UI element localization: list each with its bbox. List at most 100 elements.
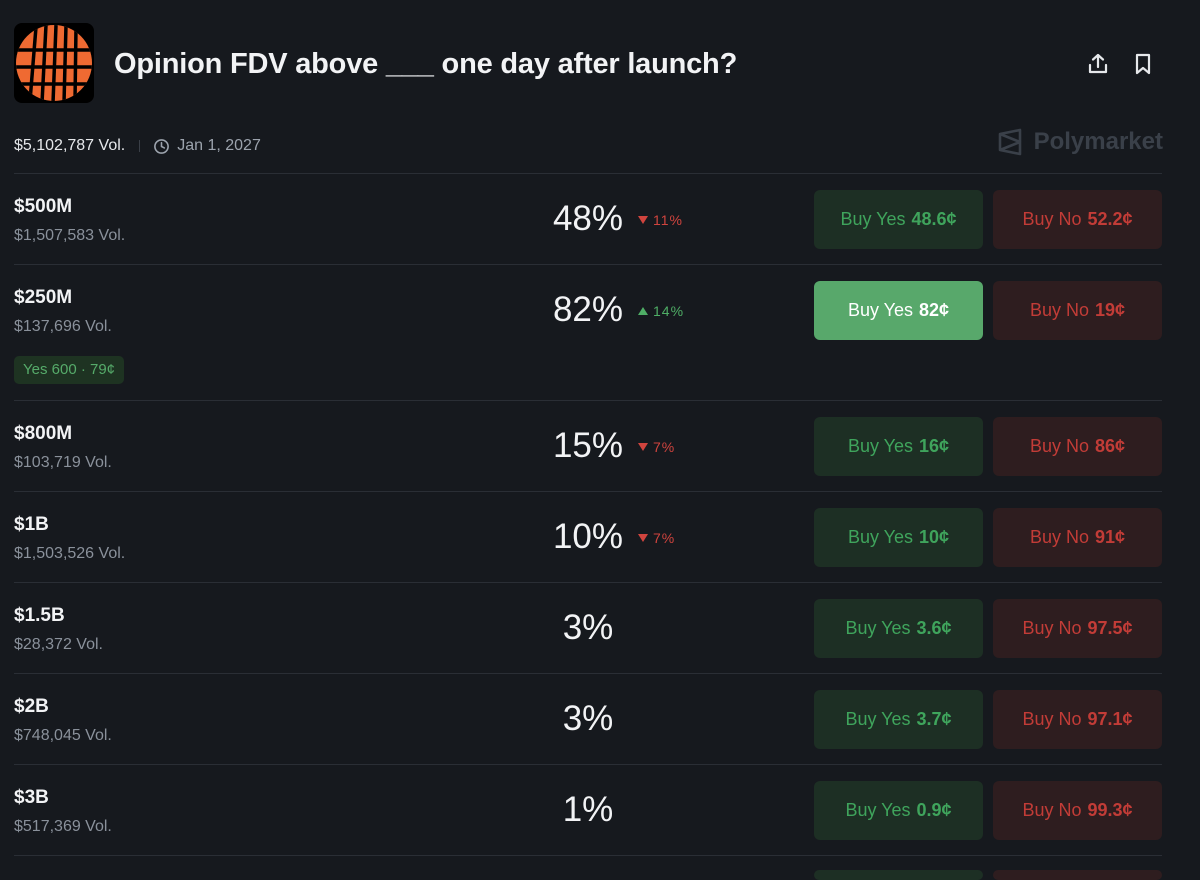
outcome-percent: 82%: [552, 290, 624, 329]
buy-yes-label: Buy Yes: [847, 436, 913, 456]
outcome-name: $1B: [14, 514, 49, 535]
buy-yes-label: Buy Yes: [845, 618, 911, 638]
outcome-percent: 3%: [562, 699, 614, 738]
price-change: 7%: [638, 530, 675, 546]
outcome-volume: $748,045 Vol.: [14, 727, 112, 744]
outcome-name: $500M: [14, 196, 73, 217]
outcome-volume: $1,503,526 Vol.: [14, 545, 126, 562]
buy-no-label: Buy No: [1022, 618, 1082, 638]
buy-no-button[interactable]: Buy No 52.2¢: [993, 190, 1162, 249]
outcome-name: $1.5B: [14, 605, 65, 626]
buy-yes-button[interactable]: Buy Yes 3.6¢: [814, 599, 983, 658]
share-button[interactable]: [1085, 51, 1111, 77]
buy-no-price: 97.1¢: [1087, 709, 1133, 729]
polymarket-logo-icon: [998, 128, 1021, 156]
price-change-value: 7%: [653, 530, 676, 546]
outcome-volume: $1,507,583 Vol.: [14, 227, 126, 244]
outcome-row-partial: [14, 855, 1162, 876]
buy-no-label: Buy No: [1029, 527, 1089, 547]
buy-no-price: 52.2¢: [1087, 209, 1133, 229]
buy-no-button-partial[interactable]: [993, 870, 1162, 880]
buy-no-price: 19¢: [1094, 300, 1126, 320]
price-change: 11%: [638, 212, 683, 228]
price-change-value: 14%: [653, 303, 685, 319]
outcome-row: $1B $1,503,526 Vol. 10% 7% Buy Yes 10¢ B…: [14, 491, 1162, 582]
buy-yes-price: 48.6¢: [911, 209, 957, 229]
bookmark-button[interactable]: [1130, 51, 1156, 77]
buy-no-button[interactable]: Buy No 86¢: [993, 417, 1162, 476]
buy-no-price: 86¢: [1094, 436, 1126, 456]
share-icon: [1088, 53, 1108, 74]
market-title: Opinion FDV above ___ one day after laun…: [114, 48, 738, 80]
price-change: 14%: [638, 303, 684, 319]
buy-yes-button[interactable]: Buy Yes 16¢: [814, 417, 983, 476]
buy-yes-button-partial[interactable]: [814, 870, 983, 880]
buy-no-price: 99.3¢: [1087, 800, 1133, 820]
buy-yes-button[interactable]: Buy Yes 10¢: [814, 508, 983, 567]
outcome-volume: $103,719 Vol.: [14, 454, 112, 471]
end-date: Jan 1, 2027: [177, 137, 261, 154]
outcome-volume: $137,696 Vol.: [14, 318, 112, 335]
buy-no-button[interactable]: Buy No 97.5¢: [993, 599, 1162, 658]
outcome-row: $800M $103,719 Vol. 15% 7% Buy Yes 16¢ B…: [14, 400, 1162, 491]
outcome-row: $1.5B $28,372 Vol. 3% Buy Yes 3.6¢ Buy N…: [14, 582, 1162, 673]
total-volume: $5,102,787 Vol.: [14, 137, 126, 154]
triangle-down-icon: [638, 443, 648, 451]
buy-no-label: Buy No: [1022, 800, 1082, 820]
buy-yes-button[interactable]: Buy Yes 48.6¢: [814, 190, 983, 249]
buy-yes-label: Buy Yes: [847, 527, 913, 547]
market-logo: [14, 23, 94, 103]
outcome-percent: 10%: [552, 517, 624, 556]
buy-no-price: 91¢: [1094, 527, 1126, 547]
meta-divider: [139, 140, 141, 152]
buy-no-label: Buy No: [1029, 300, 1089, 320]
triangle-up-icon: [638, 307, 648, 315]
buy-yes-label: Buy Yes: [845, 709, 911, 729]
buy-yes-button[interactable]: Buy Yes 0.9¢: [814, 781, 983, 840]
outcome-name: $800M: [14, 423, 73, 444]
opinion-logo-icon: [16, 25, 92, 101]
buy-yes-price: 3.6¢: [916, 618, 952, 638]
polymarket-watermark: Polymarket: [997, 128, 1163, 156]
buy-no-button[interactable]: Buy No 91¢: [993, 508, 1162, 567]
position-badge[interactable]: Yes 600 · 79¢: [14, 356, 125, 384]
outcome-row: $3B $517,369 Vol. 1% Buy Yes 0.9¢ Buy No…: [14, 764, 1162, 855]
buy-yes-price: 16¢: [919, 436, 950, 456]
buy-no-button[interactable]: Buy No 19¢: [993, 281, 1162, 340]
outcome-row: $2B $748,045 Vol. 3% Buy Yes 3.7¢ Buy No…: [14, 673, 1162, 764]
outcome-list: $500M $1,507,583 Vol. 48% 11% Buy Yes 48…: [14, 173, 1162, 876]
outcome-percent: 1%: [562, 790, 614, 829]
buy-no-label: Buy No: [1029, 436, 1089, 456]
buy-no-price: 97.5¢: [1087, 618, 1133, 638]
outcome-volume: $517,369 Vol.: [14, 818, 112, 835]
clock-icon: [154, 138, 170, 154]
buy-yes-price: 0.9¢: [916, 800, 952, 820]
buy-yes-price: 3.7¢: [916, 709, 952, 729]
buy-yes-price: 82¢: [919, 300, 950, 320]
buy-no-button[interactable]: Buy No 99.3¢: [993, 781, 1162, 840]
price-change-value: 7%: [653, 439, 676, 455]
buy-no-button[interactable]: Buy No 97.1¢: [993, 690, 1162, 749]
brand-name: Polymarket: [1033, 128, 1163, 155]
buy-yes-button[interactable]: Buy Yes 82¢: [814, 281, 983, 340]
buy-yes-button[interactable]: Buy Yes 3.7¢: [814, 690, 983, 749]
price-change-value: 11%: [653, 212, 683, 228]
buy-yes-label: Buy Yes: [845, 800, 911, 820]
buy-no-label: Buy No: [1022, 209, 1082, 229]
market-header: Opinion FDV above ___ one day after laun…: [14, 23, 1186, 105]
outcome-percent: 15%: [552, 426, 624, 465]
triangle-down-icon: [638, 216, 648, 224]
buy-no-label: Buy No: [1022, 709, 1082, 729]
buy-yes-label: Buy Yes: [847, 300, 913, 320]
outcome-name: $2B: [14, 696, 49, 717]
outcome-name: $3B: [14, 787, 49, 808]
outcome-percent: 48%: [552, 199, 624, 238]
outcome-name: $250M: [14, 287, 73, 308]
price-change: 7%: [638, 439, 675, 455]
outcome-row: $250M $137,696 Vol. Yes 600 · 79¢ 82% 14…: [14, 264, 1162, 400]
outcome-percent: 3%: [562, 608, 614, 647]
outcome-volume: $28,372 Vol.: [14, 636, 103, 653]
buy-yes-price: 10¢: [919, 527, 950, 547]
buy-yes-label: Buy Yes: [840, 209, 906, 229]
triangle-down-icon: [638, 534, 648, 542]
